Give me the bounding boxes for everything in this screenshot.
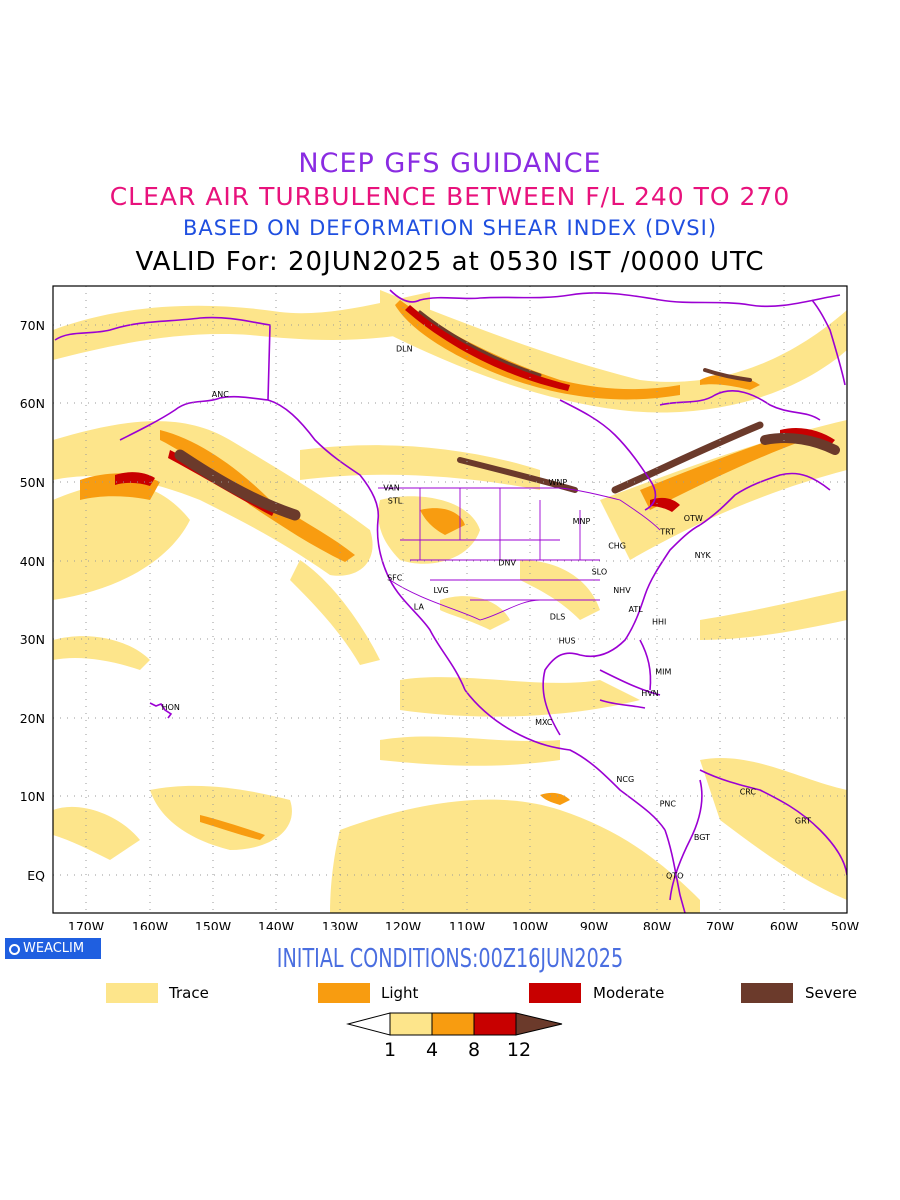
lon-label: 70W: [706, 919, 734, 930]
station-label: DNV: [498, 559, 516, 568]
colorbar-low-arrow: [346, 1012, 391, 1036]
legend-swatch-severe: [741, 983, 793, 1003]
lon-label: 160W: [132, 919, 168, 930]
title-line-2: CLEAR AIR TURBULENCE BETWEEN F/L 240 TO …: [109, 182, 791, 211]
station-label: NHV: [613, 586, 631, 595]
legend-label-light: Light: [381, 984, 419, 1002]
colorbar: [346, 1012, 563, 1036]
legend-swatch-trace: [106, 983, 158, 1003]
lat-label: 20N: [20, 711, 45, 726]
station-label: STL: [388, 497, 403, 506]
lat-label: EQ: [27, 868, 45, 883]
colorbar-bin: [389, 1012, 433, 1036]
station-label: MXC: [535, 718, 553, 727]
station-label: OTW: [684, 514, 703, 523]
station-label: QTO: [666, 871, 683, 880]
colorbar-tick: 8: [467, 1039, 481, 1061]
lat-label: 60N: [20, 396, 45, 411]
station-label: CRC: [740, 788, 757, 797]
coastlines: [54, 289, 847, 913]
lon-label: 120W: [385, 919, 421, 930]
lat-label: 40N: [20, 554, 45, 569]
station-label: ANC: [212, 390, 229, 399]
colorbar-bin: [431, 1012, 475, 1036]
lat-label: 30N: [20, 632, 45, 647]
title-line-1: NCEP GFS GUIDANCE: [298, 148, 602, 179]
station-labels: DLN ANC VAN STL WNP MNP OTW TRT CHG NYK DNV SFC SLO L…: [162, 345, 811, 881]
colorbar-tick: 12: [506, 1039, 532, 1061]
station-label: WNP: [549, 478, 568, 487]
colorbar-bin: [473, 1012, 517, 1036]
station-label: ATL: [629, 605, 644, 614]
lon-label: 60W: [770, 919, 798, 930]
political-borders: [378, 487, 661, 621]
lon-label: 140W: [258, 919, 294, 930]
lon-label: 100W: [512, 919, 548, 930]
station-label: GRT: [795, 817, 811, 826]
valid-time: VALID For: 20JUN2025 at 0530 IST /0000 U…: [135, 247, 765, 277]
lon-label: 110W: [449, 919, 485, 930]
legend-label-moderate: Moderate: [593, 984, 665, 1002]
lat-label: 10N: [20, 789, 45, 804]
title-line-3: BASED ON DEFORMATION SHEAR INDEX (DVSI): [182, 216, 718, 240]
weaclim-logo: WEACLIM: [5, 938, 101, 959]
station-label: BGT: [694, 833, 710, 842]
colorbar-tick: 1: [383, 1039, 397, 1061]
lon-label: 150W: [195, 919, 231, 930]
logo-text: WEACLIM: [23, 941, 85, 956]
lon-label: 130W: [322, 919, 358, 930]
station-label: HUS: [559, 636, 576, 645]
station-label: LA: [414, 603, 425, 612]
station-label: NCG: [616, 775, 634, 784]
station-label: NYK: [695, 551, 712, 560]
station-label: DLS: [550, 613, 566, 622]
lon-label: 90W: [580, 919, 608, 930]
legend-swatch-light: [318, 983, 370, 1003]
station-label: TRT: [659, 527, 675, 536]
station-label: HON: [162, 703, 180, 712]
station-label: VAN: [383, 483, 399, 492]
turbulence-map: DLN ANC VAN STL WNP MNP OTW TRT CHG NYK DNV SFC SLO L…: [20, 285, 859, 930]
lon-label: 170W: [68, 919, 104, 930]
legend-label-trace: Trace: [169, 984, 209, 1002]
station-label: SLO: [592, 567, 608, 576]
station-label: LVG: [434, 586, 449, 595]
map-frame: [52, 285, 848, 914]
station-label: CHG: [608, 541, 626, 550]
lat-label: 70N: [20, 318, 45, 333]
station-label: HHI: [652, 617, 666, 626]
lat-label: 50N: [20, 475, 45, 490]
legend-swatch-moderate: [529, 983, 581, 1003]
station-label: DLN: [396, 345, 413, 354]
globe-icon: [9, 944, 20, 955]
colorbar-tick: 4: [425, 1039, 439, 1061]
station-label: MIM: [655, 668, 671, 677]
colorbar-high-arrow: [515, 1012, 563, 1036]
station-label: MNP: [573, 517, 591, 526]
legend-label-severe: Severe: [805, 984, 857, 1002]
lon-label: 50W: [831, 919, 859, 930]
station-label: SFC: [387, 574, 403, 583]
lon-label: 80W: [643, 919, 671, 930]
station-label: HVN: [641, 689, 658, 698]
initial-conditions: INITIAL CONDITIONS:00Z16JUN2025: [276, 944, 624, 974]
turbulence-field: [53, 290, 847, 913]
station-label: PNC: [660, 799, 677, 808]
